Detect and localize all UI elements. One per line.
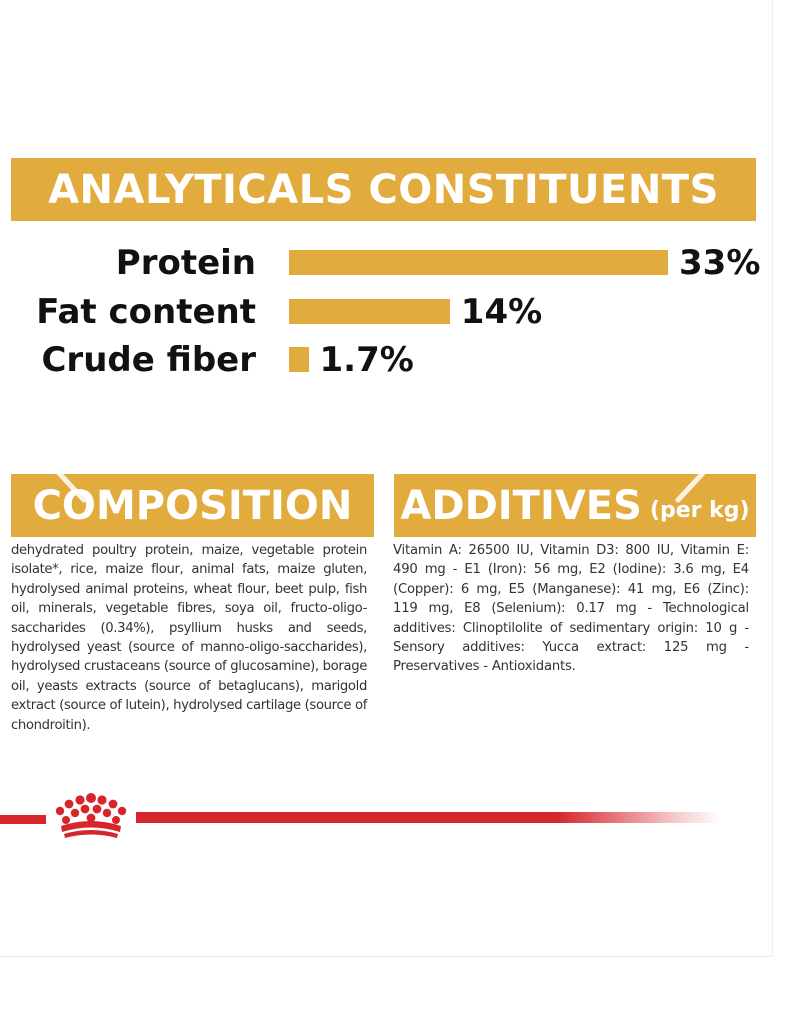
composition-text: dehydrated poultry protein, maize, veget… — [11, 543, 367, 733]
brand-line-left — [0, 815, 46, 824]
chart-row-crude-fiber: Crude fiber 1.7% — [0, 338, 772, 382]
chart-row-protein: Protein 33% — [0, 241, 772, 285]
additives-title: ADDITIVES — [400, 482, 642, 529]
additives-text: Vitamin A: 26500 IU, Vitamin D3: 800 IU,… — [393, 543, 749, 675]
protein-value-label: 33% — [679, 243, 761, 283]
composition-title: COMPOSITION — [32, 482, 353, 529]
analytics-banner: ANALYTICALS CONSTITUENTS — [11, 158, 756, 221]
crude-fiber-bar — [289, 347, 309, 372]
protein-label: Protein — [115, 243, 256, 283]
crown-logo-icon — [48, 790, 134, 840]
crude-fiber-value-label: 1.7% — [319, 340, 414, 380]
brand-line-right — [136, 812, 721, 823]
chart-row-fat-content: Fat content 14% — [0, 290, 772, 334]
additives-banner: ADDITIVES (per kg) — [394, 474, 756, 537]
fat-content-label: Fat content — [36, 292, 256, 332]
additives-subtitle: (per kg) — [649, 498, 750, 523]
protein-bar — [289, 250, 668, 275]
crude-fiber-label: Crude fiber — [41, 340, 256, 380]
chevron-left-icon[interactable] — [52, 440, 92, 504]
fat-content-value-label: 14% — [460, 292, 543, 332]
fat-content-bar — [289, 299, 450, 324]
composition-banner: COMPOSITION — [11, 474, 374, 537]
analytics-title: ANALYTICALS CONSTITUENTS — [48, 166, 719, 213]
chevron-right-icon[interactable] — [670, 440, 710, 504]
product-image-card: ANALYTICALS CONSTITUENTS Protein 33% Fat… — [0, 0, 773, 957]
